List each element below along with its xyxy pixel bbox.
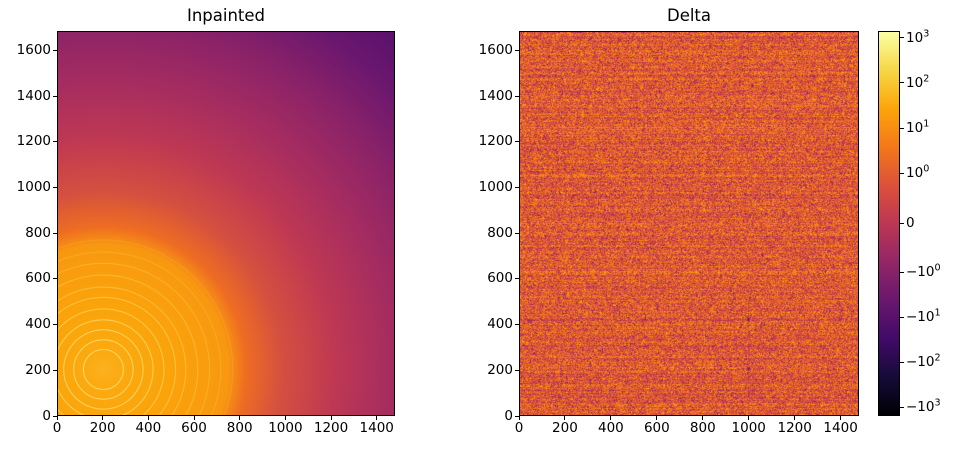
x-tick-mark [239,416,241,420]
y-tick-mark [53,324,57,326]
x-tick-mark [656,416,658,420]
colorbar-tick-mark [900,271,904,273]
y-tick-mark [515,415,519,417]
colorbar-tick-label: −103 [906,397,941,416]
x-tick-mark [376,416,378,420]
x-tick-mark [702,416,704,420]
x-tick-mark [748,416,750,420]
x-tick-mark [330,416,332,420]
y-tick-label: 0 [42,407,51,424]
x-tick-mark [102,416,104,420]
x-tick-label: 600 [181,419,207,436]
y-tick-mark [515,49,519,51]
colorbar-tick-mark [900,127,904,129]
y-tick-label: 1600 [478,41,513,58]
x-tick-label: 0 [52,419,62,436]
y-tick-mark [53,141,57,143]
inpainted-heatmap [58,32,394,415]
x-tick-mark [284,416,286,420]
y-tick-mark [515,324,519,326]
y-tick-label: 800 [487,224,513,241]
colorbar-tick-mark [900,82,904,84]
delta-axes [519,31,859,416]
y-tick-label: 1200 [16,133,51,150]
y-tick-mark [515,232,519,234]
y-tick-mark [53,49,57,51]
y-tick-mark [53,369,57,371]
colorbar-tick-mark [900,316,904,318]
inpainted-axes [57,31,395,416]
y-tick-mark [515,95,519,97]
x-tick-mark [518,416,520,420]
y-tick-mark [515,369,519,371]
colorbar-tick-label: 100 [906,163,930,182]
y-tick-label: 1000 [478,179,513,195]
y-tick-label: 1400 [478,87,513,104]
x-tick-mark [193,416,195,420]
y-tick-mark [515,141,519,143]
colorbar-tick-mark [900,172,904,174]
y-tick-mark [53,95,57,97]
y-tick-label: 1400 [16,87,51,104]
y-tick-mark [515,278,519,280]
x-tick-mark [56,416,58,420]
y-tick-mark [53,187,57,188]
delta-heatmap [520,32,858,415]
x-tick-label: 200 [552,419,578,436]
colorbar-tick-mark [900,406,904,408]
y-tick-label: 600 [25,270,51,287]
x-tick-label: 1200 [777,419,812,436]
y-tick-label: 1600 [16,41,51,58]
x-tick-mark [147,416,149,420]
x-tick-label: 1000 [268,419,303,436]
y-tick-label: 800 [25,224,51,241]
y-tick-mark [515,187,519,188]
x-tick-label: 1000 [731,419,766,436]
x-tick-mark [610,416,612,420]
colorbar-tick-mark [900,37,904,39]
y-tick-label: 0 [504,407,513,424]
x-tick-label: 600 [643,419,670,436]
x-tick-label: 1400 [359,419,394,436]
inpainted-title: Inpainted [186,6,266,25]
colorbar-tick-label: −101 [906,307,941,326]
colorbar [878,31,900,416]
x-tick-mark [564,416,566,420]
x-tick-label: 800 [689,419,716,436]
x-tick-mark [840,416,842,420]
y-tick-label: 400 [487,316,513,333]
delta-title: Delta [666,6,712,25]
colorbar-tick-label: 0 [906,215,915,232]
y-tick-mark [53,278,57,280]
y-tick-label: 200 [487,361,513,378]
y-tick-label: 200 [25,361,51,378]
x-tick-label: 400 [598,419,624,436]
y-tick-mark [53,232,57,234]
x-tick-mark [794,416,796,420]
colorbar-tick-mark [900,361,904,363]
colorbar-tick-label: 101 [906,118,930,137]
x-tick-label: 400 [135,419,162,436]
y-tick-mark [53,415,57,417]
y-tick-label: 1200 [478,133,513,150]
x-tick-label: 0 [514,419,524,436]
colorbar-tick-label: −102 [906,352,941,371]
x-tick-label: 800 [226,419,253,436]
colorbar-tick-label: 102 [906,73,930,91]
y-tick-label: 1000 [16,179,51,195]
colorbar-tick-label: 103 [906,28,930,46]
y-tick-label: 400 [25,316,51,333]
colorbar-tick-mark [900,222,904,224]
x-tick-label: 200 [89,419,116,436]
x-tick-label: 1200 [313,419,349,436]
colorbar-tick-label: −100 [906,262,941,280]
x-tick-label: 1400 [823,419,858,436]
y-tick-label: 600 [487,270,513,287]
